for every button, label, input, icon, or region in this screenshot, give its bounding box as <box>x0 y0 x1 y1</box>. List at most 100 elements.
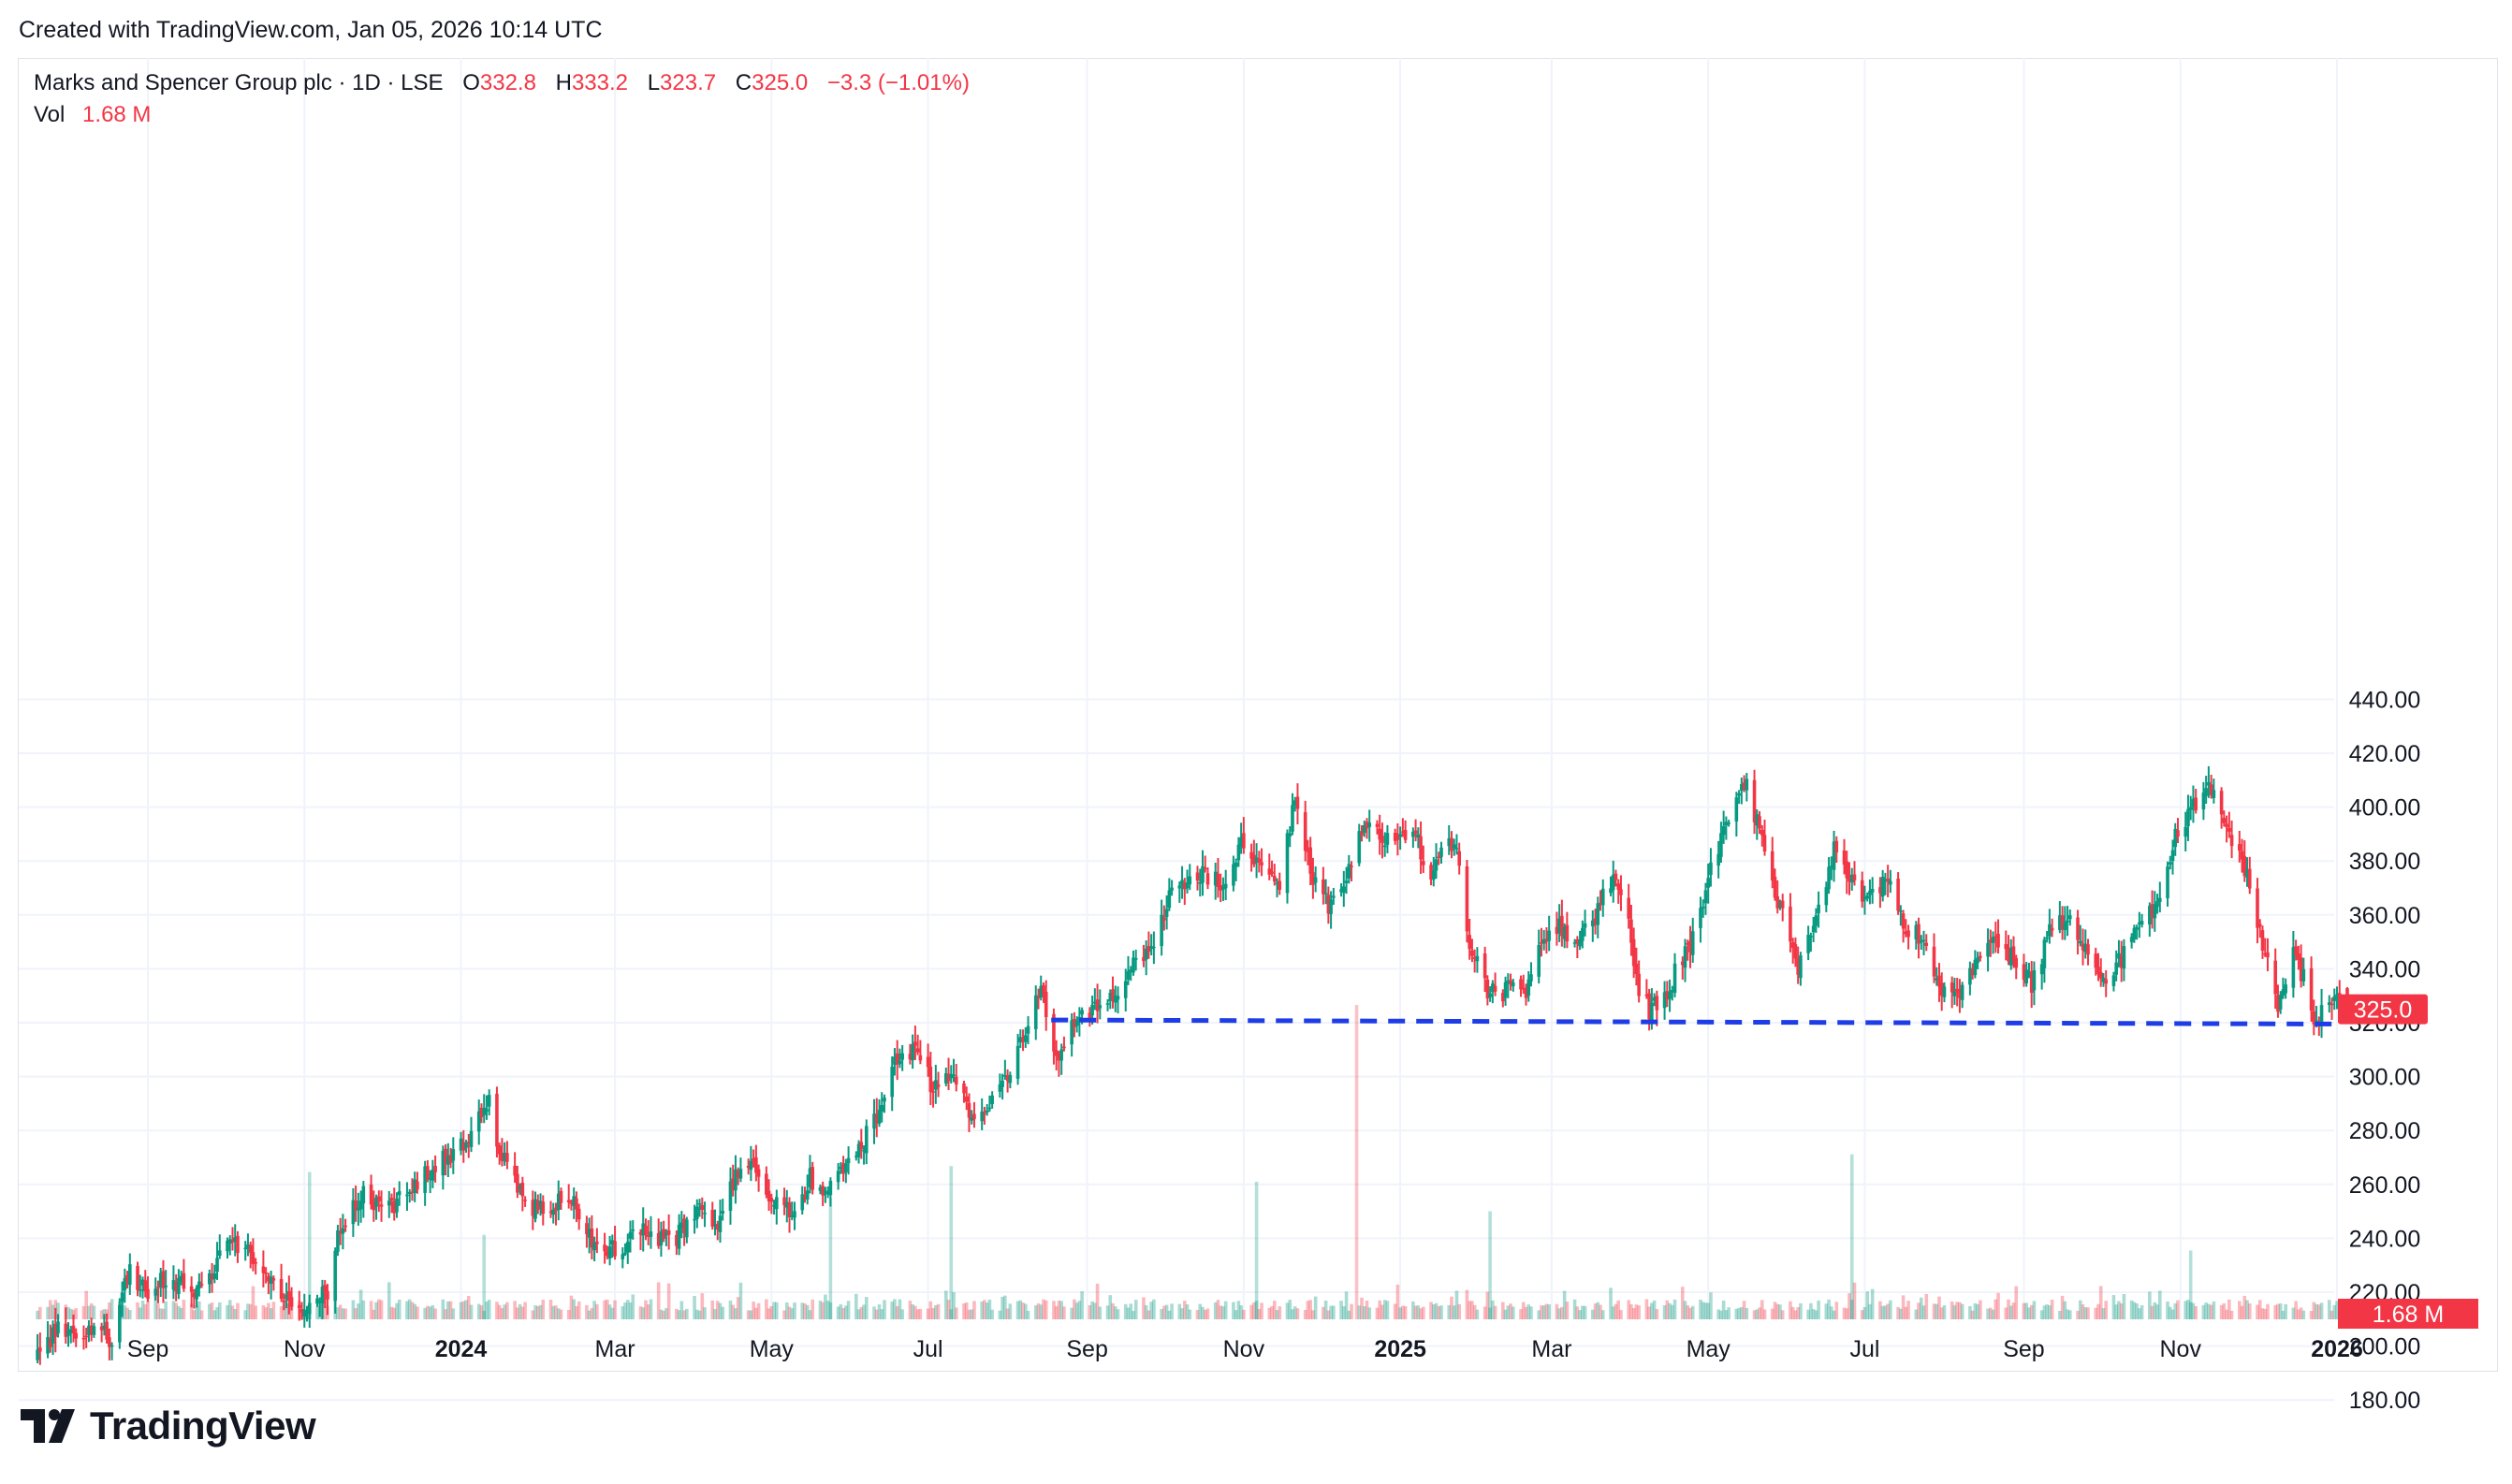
volume-bar <box>230 1305 235 1319</box>
candle-body <box>862 1150 866 1152</box>
volume-bar <box>1132 1310 1135 1319</box>
volume-bar <box>1098 1306 1103 1319</box>
candle-body <box>2299 957 2303 982</box>
volume-bar <box>1278 1306 1282 1319</box>
volume-bar <box>846 1301 851 1319</box>
candle-body <box>2170 850 2175 862</box>
volume-bar <box>89 1302 94 1319</box>
candle-body <box>1790 942 1795 948</box>
candle-body <box>811 1167 815 1190</box>
candle-body <box>1557 918 1561 933</box>
volume-bar <box>1080 1291 1084 1319</box>
volume-bar <box>928 1301 933 1319</box>
candle-body <box>646 1234 650 1237</box>
candle-body <box>1080 1010 1084 1015</box>
candle-body <box>357 1207 360 1211</box>
volume-bar <box>918 1309 923 1319</box>
tradingview-logo[interactable]: TradingView <box>21 1404 316 1448</box>
candle-body <box>685 1219 689 1238</box>
support-line[interactable] <box>1051 1017 2339 1026</box>
volume-bar <box>81 1305 86 1319</box>
volume-bar <box>1734 1308 1739 1319</box>
candle-body <box>898 1060 902 1065</box>
volume-bar <box>1398 1307 1402 1319</box>
volume-bar <box>1565 1302 1570 1319</box>
candle-body <box>728 1181 733 1211</box>
symbol-name[interactable]: Marks and Spencer Group plc · 1D · LSE <box>34 70 444 95</box>
volume-bar <box>2297 1309 2300 1319</box>
candle-body <box>682 1218 686 1234</box>
candle-body <box>108 1337 111 1347</box>
volume-bar <box>1164 1304 1169 1319</box>
volume-bar <box>628 1302 633 1319</box>
candle-body <box>105 1321 109 1340</box>
volume-bar <box>1968 1305 1972 1319</box>
candle-body <box>1177 885 1182 889</box>
candle-body <box>890 1066 895 1098</box>
volume-bar <box>962 1302 966 1319</box>
candle-body <box>1668 992 1672 999</box>
candle-body <box>883 1098 886 1102</box>
volume-bar <box>1488 1211 1492 1319</box>
candle-body <box>1395 837 1400 840</box>
candle-body <box>2111 975 2116 986</box>
candle-body <box>1583 923 1587 928</box>
candle-body <box>1655 996 1659 1011</box>
volume-bar <box>1180 1308 1184 1319</box>
price-tick-label: 360.00 <box>2349 903 2420 929</box>
candle-body <box>1267 868 1272 875</box>
candle-body <box>569 1202 574 1204</box>
candle-body <box>407 1191 412 1195</box>
volume-bar <box>749 1310 753 1319</box>
candle-body <box>1044 991 1048 1017</box>
candle-body <box>1470 950 1474 956</box>
candle-body <box>538 1200 543 1207</box>
volume-bar <box>2150 1305 2154 1319</box>
candle-body <box>287 1290 291 1302</box>
candle-body <box>2188 807 2193 810</box>
volume-bar <box>682 1310 686 1319</box>
candle-body <box>1652 997 1657 1001</box>
candle-body <box>2207 781 2211 786</box>
candle-body <box>2081 943 2085 951</box>
candle-body <box>2297 953 2300 960</box>
volume-bar <box>2219 1304 2224 1319</box>
time-axis[interactable]: Sep Nov 2024 Mar May Jul Sep Nov 2025 Mar May Jul Se… <box>127 1336 2363 1362</box>
volume-bar <box>2191 1302 2196 1319</box>
volume-bar <box>954 1307 958 1319</box>
candle-body <box>1342 886 1346 894</box>
last-volume-value: 1.68 M <box>2373 1302 2444 1328</box>
volume-bar <box>1758 1307 1761 1319</box>
candle-body <box>1629 919 1633 943</box>
volume-bar <box>533 1305 537 1319</box>
candle-body <box>120 1292 124 1302</box>
candle-body <box>1367 822 1372 827</box>
volume-bar <box>1411 1301 1415 1319</box>
candle-body <box>1221 887 1225 890</box>
candle-body <box>554 1207 558 1212</box>
volume-bar <box>1021 1302 1025 1319</box>
volume-bar <box>715 1301 720 1319</box>
volume-bar <box>554 1305 558 1319</box>
volume-label[interactable]: Vol <box>34 102 66 127</box>
volume-bar <box>1475 1309 1480 1319</box>
volume-bar <box>1152 1299 1156 1319</box>
volume-bar <box>2027 1307 2031 1319</box>
volume-bar <box>1395 1284 1400 1319</box>
price-axis[interactable]: 440.00420.00400.00380.00360.00340.00320.… <box>2349 687 2420 1414</box>
candle-body <box>336 1229 340 1252</box>
candle-body <box>2168 862 2172 865</box>
candle-body <box>1472 957 1477 959</box>
volume-bar <box>980 1301 984 1319</box>
candle-body <box>1465 866 1469 932</box>
volume-bar <box>1095 1283 1100 1319</box>
volume-bar <box>592 1301 596 1319</box>
candle-body <box>665 1232 668 1236</box>
volume-bar <box>1488 1307 1492 1319</box>
candle-body <box>128 1264 132 1286</box>
candle-body <box>2335 994 2339 998</box>
volume-bar <box>936 1303 941 1319</box>
volume-bar <box>2281 1310 2286 1319</box>
candle-body <box>1973 959 1978 976</box>
